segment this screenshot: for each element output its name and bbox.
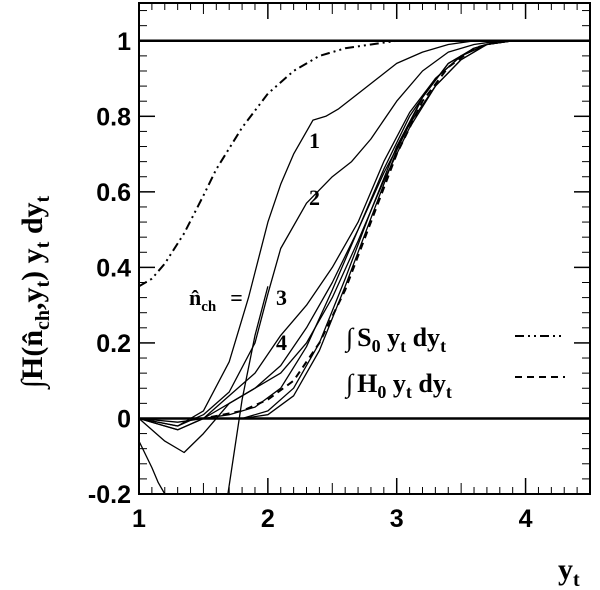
axis-ticks — [138, 3, 591, 495]
legend-entry-s0: ∫ S0 yt dyt — [344, 323, 446, 356]
y-tick-label: 0.2 — [96, 330, 131, 358]
y-tick-label: 0 — [117, 405, 131, 433]
y-axis-title: ∫H(n̂ch,yt) yt dyt — [16, 195, 54, 390]
x-tick-label: 4 — [519, 505, 533, 533]
y-tick-label: 0.6 — [96, 179, 131, 207]
data-series — [139, 39, 590, 494]
series-line-11 — [139, 39, 590, 288]
x-tick-label: 3 — [390, 505, 404, 533]
curve-label-2: 2 — [309, 185, 320, 210]
curve-label-4: 4 — [276, 330, 287, 355]
legend-entry-h0: ∫ H0 yt dyt — [344, 369, 452, 402]
plot-frame — [138, 2, 591, 495]
curve-label-1: 1 — [309, 128, 320, 153]
axis-tick-labels: 1 2 3 4 -0.2 0 0.2 0.4 0.6 0.8 1 — [88, 28, 533, 533]
y-tick-label: -0.2 — [88, 481, 131, 509]
series-line-8 — [139, 440, 166, 494]
legend: ∫ S0 yt dyt ∫ H0 yt dyt — [344, 323, 565, 402]
series-line-5 — [139, 40, 590, 423]
curve-label-3: 3 — [276, 285, 287, 310]
series-line-9 — [227, 286, 269, 494]
y-tick-label: 0.8 — [96, 103, 131, 131]
series-line-10 — [139, 39, 590, 420]
x-tick-label: 2 — [261, 505, 275, 533]
series-line-1 — [139, 40, 590, 427]
x-tick-label: 1 — [132, 505, 146, 533]
x-axis-title: yt — [558, 553, 580, 590]
nhat-ch-label: n̂ch = — [189, 285, 243, 315]
y-tick-label: 0.4 — [96, 254, 131, 282]
y-tick-label: 1 — [117, 28, 131, 56]
